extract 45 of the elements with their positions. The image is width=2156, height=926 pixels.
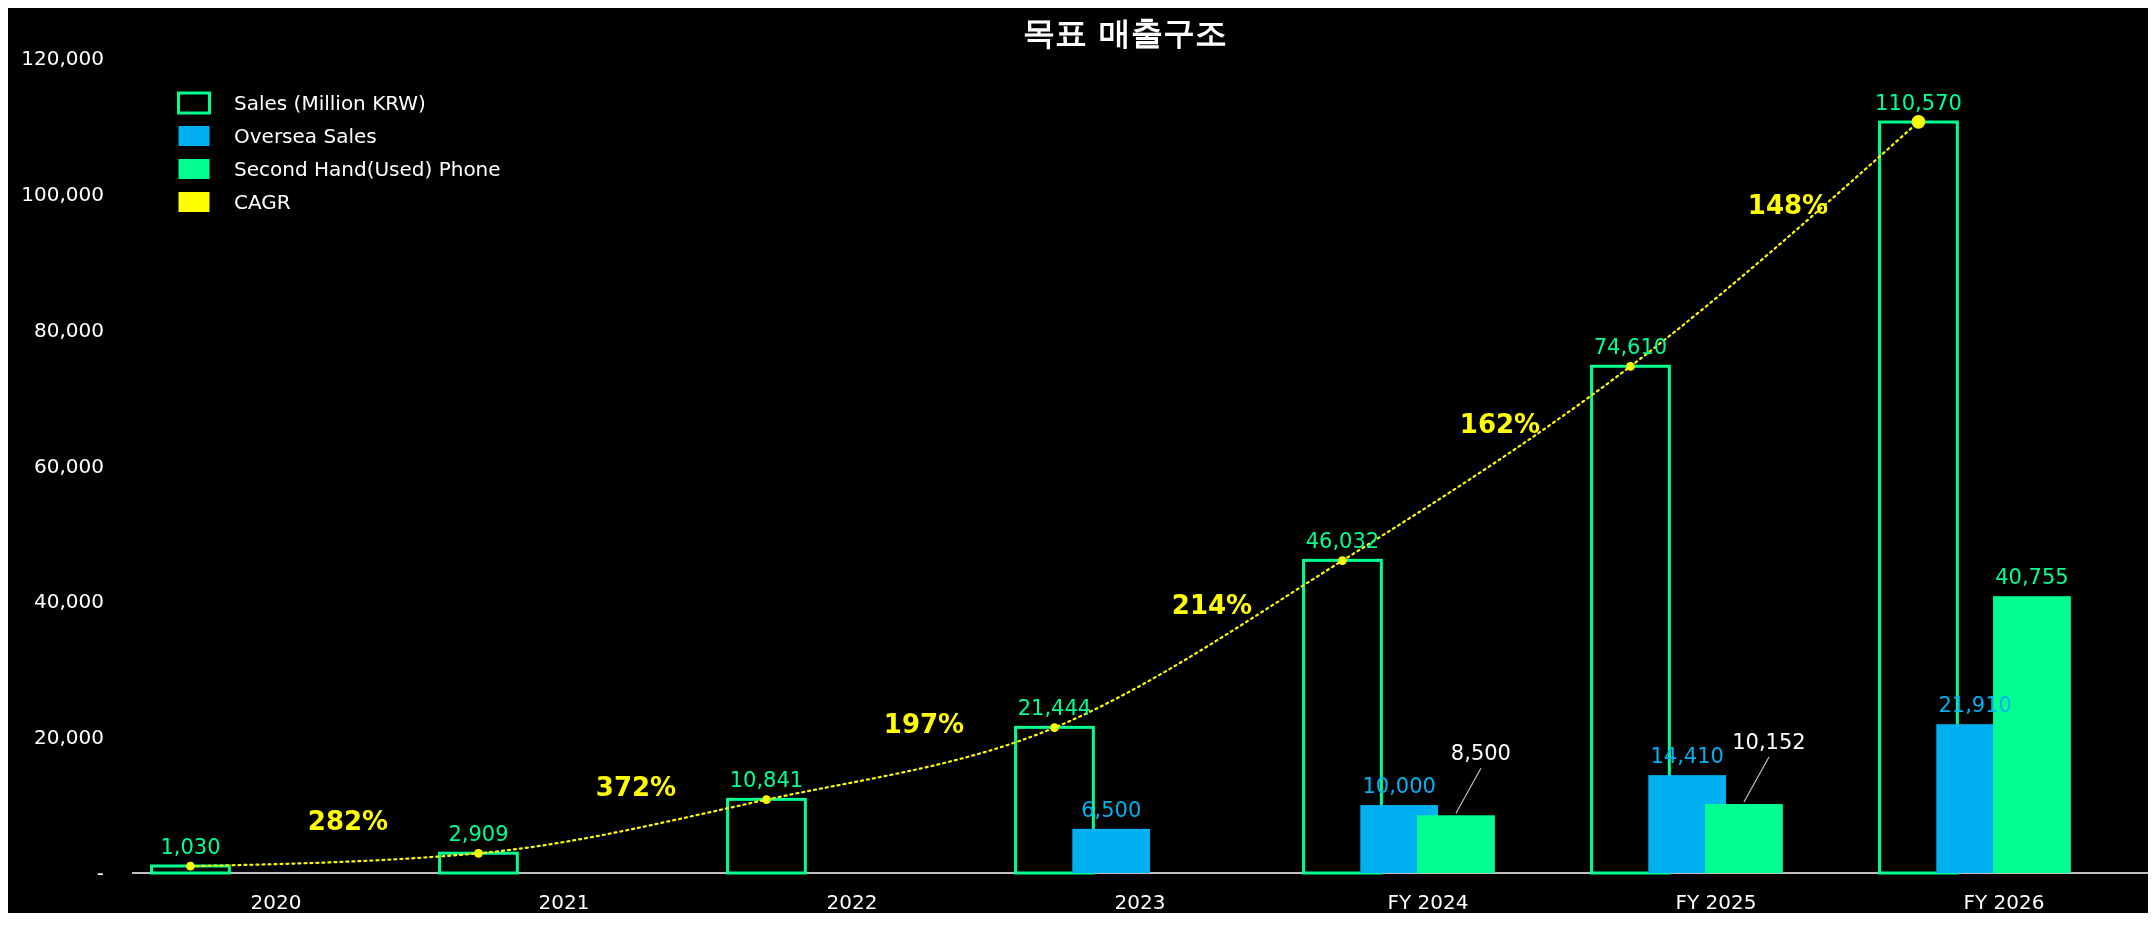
legend-label: Sales (Million KRW) xyxy=(234,91,426,115)
x-tick-label: 2022 xyxy=(826,890,878,914)
legend-label: Second Hand(Used) Phone xyxy=(234,157,501,181)
point xyxy=(186,861,195,871)
bar xyxy=(1705,804,1783,873)
data-label: 10,841 xyxy=(729,768,804,793)
x-tick-label: 2023 xyxy=(1114,890,1166,914)
data-label: 21,444 xyxy=(1017,696,1092,721)
point xyxy=(474,848,483,858)
point xyxy=(1338,556,1347,565)
legend-label: Oversea Sales xyxy=(234,124,377,148)
legend-label: CAGR xyxy=(234,190,291,214)
bar xyxy=(1417,815,1495,873)
y-tick-label: 120,000 xyxy=(21,46,104,70)
data-label: 46,032 xyxy=(1305,529,1380,554)
data-label: 10,152 xyxy=(1732,730,1806,755)
annotation: 148% xyxy=(1747,190,1829,221)
x-tick-label: 2020 xyxy=(250,890,302,914)
y-tick-label: 100,000 xyxy=(21,181,104,206)
data-label: 110,570 xyxy=(1875,91,1962,116)
annotation: 372% xyxy=(595,772,677,803)
x-tick-label: FY 2024 xyxy=(1387,890,1469,914)
x-tick-label: FY 2025 xyxy=(1675,890,1757,914)
annotation: 282% xyxy=(307,805,389,836)
bar xyxy=(726,797,807,875)
annotation: 214% xyxy=(1171,589,1253,620)
bar xyxy=(1072,828,1151,873)
x-tick-label: 2021 xyxy=(538,890,590,914)
y-tick-label: - xyxy=(96,861,104,885)
chart-title: 목표 매출구조 xyxy=(1023,14,1227,52)
x-tick-label: FY 2026 xyxy=(1963,890,2045,914)
y-tick-label: 80,000 xyxy=(34,317,104,342)
y-tick-label: 60,000 xyxy=(34,453,104,478)
data-label: 40,755 xyxy=(1995,565,2069,590)
data-label: 8,500 xyxy=(1450,741,1511,766)
data-label: 1,030 xyxy=(160,835,221,859)
annotation: 162% xyxy=(1459,409,1541,440)
point xyxy=(762,795,771,805)
bar xyxy=(438,851,519,875)
point xyxy=(1050,723,1059,733)
data-label: 2,909 xyxy=(448,822,509,847)
y-tick-label: 40,000 xyxy=(34,589,104,614)
point xyxy=(1626,361,1635,371)
y-tick-label: 20,000 xyxy=(34,725,104,750)
annotation: 197% xyxy=(883,709,965,740)
